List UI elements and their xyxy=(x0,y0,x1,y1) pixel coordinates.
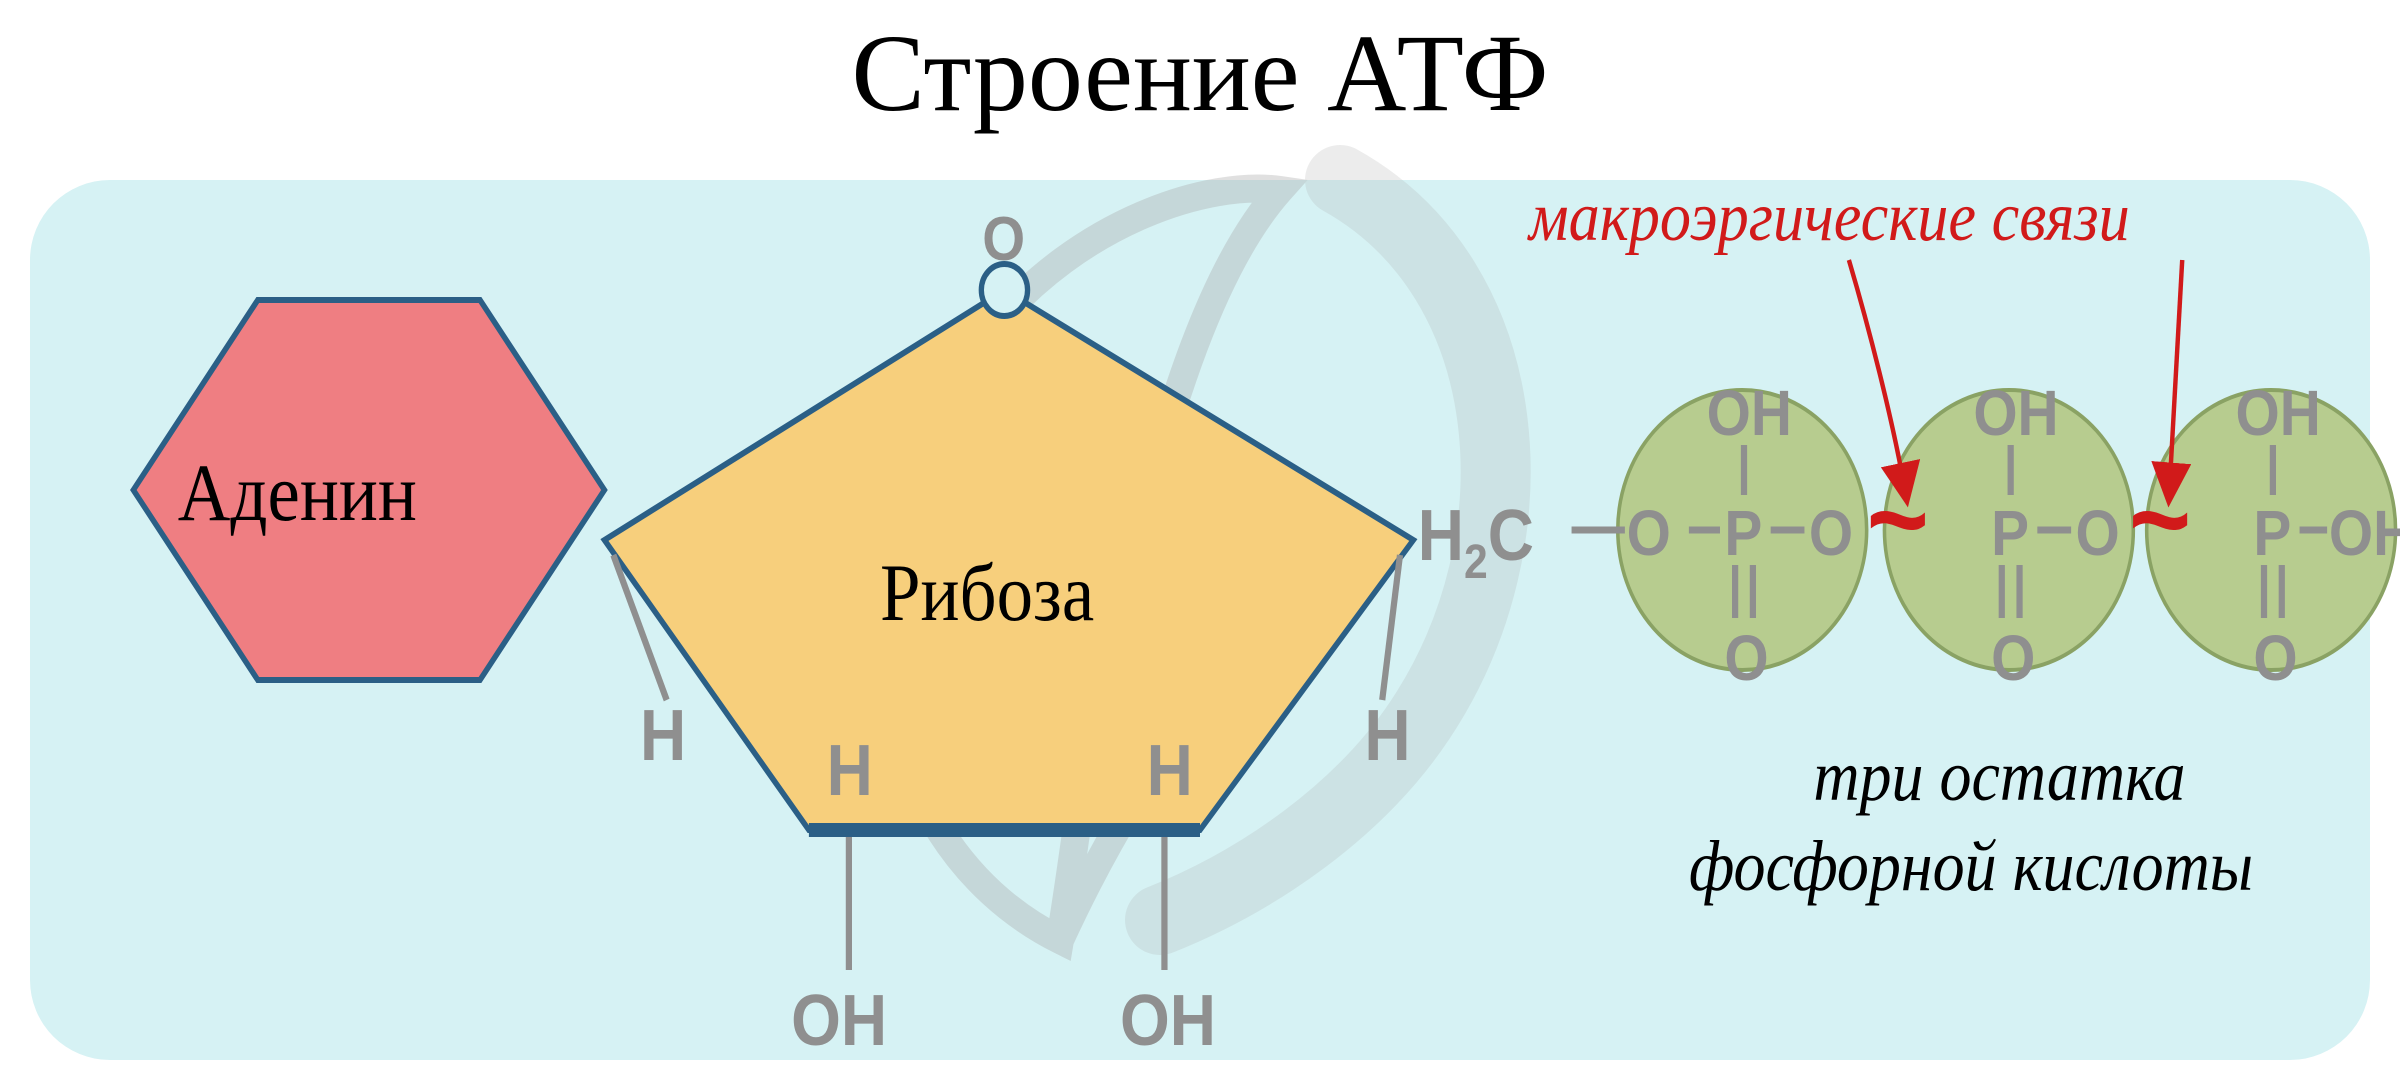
svg-text:фосфорной кислоты: фосфорной кислоты xyxy=(1689,826,2253,906)
ribose-label: Рибоза xyxy=(880,547,1094,638)
ribose-h-4: H xyxy=(1364,696,1410,776)
adenine-label: Аденин xyxy=(178,447,417,538)
ribose-h-3: H xyxy=(1147,731,1193,811)
diagram-stage: Строение АТФ xyxy=(0,0,2400,1090)
ribose-oh-1: OH xyxy=(791,981,887,1061)
p1-o-left: O xyxy=(1627,497,1671,569)
p1-o-right: O xyxy=(1809,497,1853,569)
svg-text:~: ~ xyxy=(1867,452,1929,586)
macro-bond-label: макроэргические связи xyxy=(1527,179,2130,256)
chain-h2c: H2C xyxy=(1418,496,1534,589)
p2-p: P xyxy=(1991,497,2029,569)
p2-oh-top: OH xyxy=(1973,377,2058,449)
p2-o-right: O xyxy=(2076,497,2120,569)
p1-oh-top: OH xyxy=(1707,377,1792,449)
svg-text:три остатка: три остатка xyxy=(1813,736,2185,816)
p3-o-bot: O xyxy=(2253,622,2297,694)
p1-o-bot: O xyxy=(1724,622,1768,694)
svg-text:~: ~ xyxy=(2129,452,2191,586)
p2-o-bot: O xyxy=(1991,622,2035,694)
phosphate-caption: три остатка фосфорной кислоты xyxy=(1689,736,2253,906)
p1-p: P xyxy=(1724,497,1762,569)
ribose-h-2: H xyxy=(827,731,873,811)
p3-oh-top: OH xyxy=(2236,377,2321,449)
chemistry-svg: O H H H H OH OH H2C OH O P O O OH P O O … xyxy=(0,0,2400,1090)
ribose-oh-2: OH xyxy=(1120,981,1216,1061)
p3-oh-right: OH xyxy=(2329,497,2400,569)
ribose-o-atom: O xyxy=(982,205,1025,274)
p3-p: P xyxy=(2253,497,2291,569)
ribose-h-1: H xyxy=(640,696,686,776)
